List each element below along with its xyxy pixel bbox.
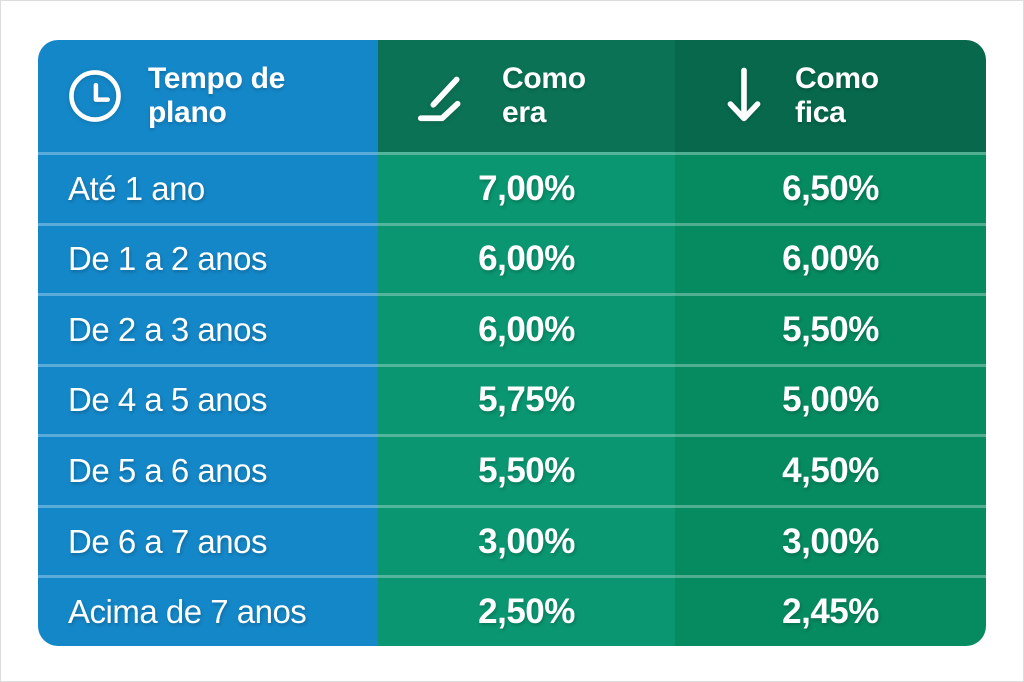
- rate-como-era: 2,50%: [378, 575, 675, 646]
- rate-como-fica: 2,45%: [675, 575, 986, 646]
- column-header-label: Tempo de plano: [148, 62, 286, 129]
- rate-como-fica: 4,50%: [675, 434, 986, 505]
- rate-como-era: 7,00%: [378, 152, 675, 223]
- rate-como-era: 6,00%: [378, 222, 675, 294]
- row-label: De 6 a 7 anos: [38, 504, 378, 576]
- rate-como-fica: 5,50%: [675, 293, 986, 364]
- row-label: De 5 a 6 anos: [38, 434, 378, 505]
- row-label: De 2 a 3 anos: [38, 293, 378, 364]
- rate-como-era: 5,75%: [378, 363, 675, 435]
- arrow-down-icon: [721, 64, 767, 128]
- rate-como-era: 5,50%: [378, 434, 675, 505]
- rate-como-era: 3,00%: [378, 504, 675, 576]
- clock-icon: [66, 67, 124, 125]
- rate-como-era: 6,00%: [378, 293, 675, 364]
- row-label: Acima de 7 anos: [38, 575, 378, 646]
- rate-como-fica: 3,00%: [675, 504, 986, 576]
- column-header-label: Como fica: [795, 62, 879, 129]
- rate-como-fica: 5,00%: [675, 363, 986, 435]
- row-label: De 1 a 2 anos: [38, 222, 378, 294]
- rate-como-fica: 6,50%: [675, 152, 986, 223]
- rate-como-fica: 6,00%: [675, 222, 986, 294]
- edit-line-icon: [414, 66, 476, 126]
- rates-table: Tempo de plano Como era Como fica Até 1 …: [38, 40, 986, 646]
- row-label: De 4 a 5 anos: [38, 363, 378, 435]
- header-como-fica: Como fica: [675, 40, 986, 152]
- row-label: Até 1 ano: [38, 152, 378, 223]
- column-header-label: Como era: [502, 62, 586, 129]
- header-como-era: Como era: [378, 40, 675, 152]
- header-tempo-de-plano: Tempo de plano: [38, 40, 378, 152]
